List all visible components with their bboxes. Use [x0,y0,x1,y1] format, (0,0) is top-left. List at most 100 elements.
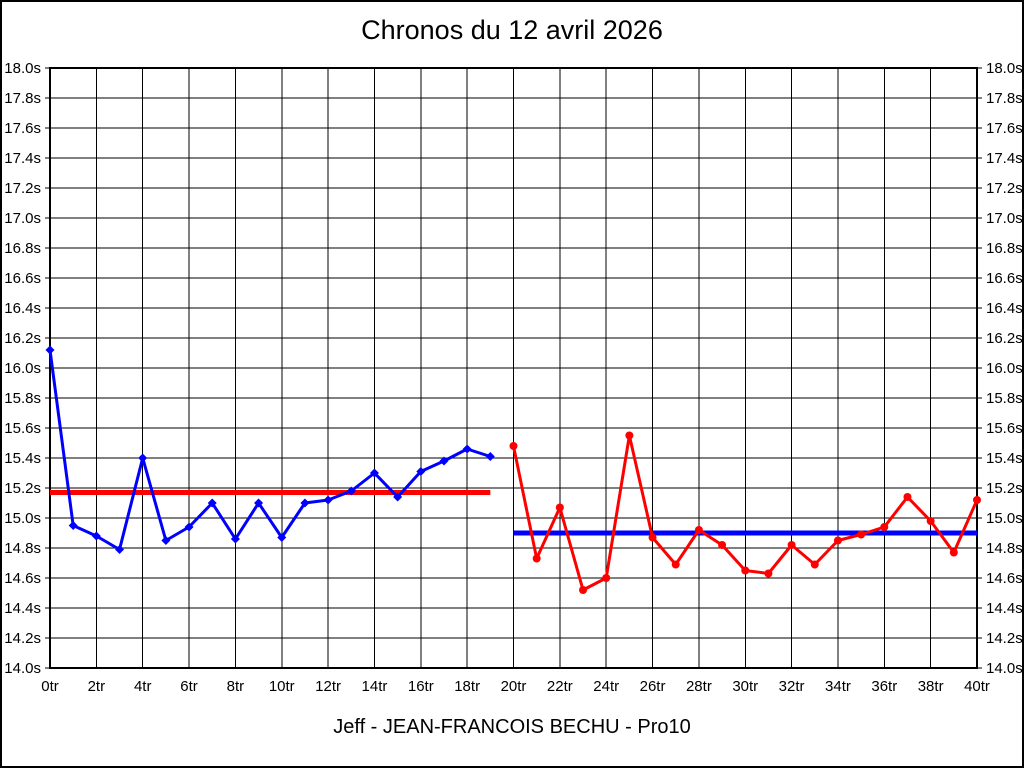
y-tick-label-left: 17.0s [4,210,41,227]
y-tick-label-left: 15.0s [4,510,41,527]
x-tick-label: 32tr [779,678,805,695]
y-tick-label-left: 16.4s [4,300,41,317]
x-tick-label: 26tr [640,678,666,695]
data-point-marker [532,554,541,563]
y-tick-label-right: 15.0s [986,510,1023,527]
data-point-marker [973,496,981,504]
data-point-marker [718,541,727,549]
data-point-marker [323,495,333,505]
y-tick-label-left: 14.2s [4,630,41,647]
data-point-marker [880,523,889,531]
x-tick-label: 18tr [454,678,480,695]
data-point-marker [509,442,518,450]
data-point-marker [207,498,217,508]
chart-footer: Jeff - JEAN-FRANCOIS BECHU - Pro10 [333,716,691,738]
data-point-marker [485,452,495,461]
data-point-marker [416,467,426,476]
x-tick-label: 12tr [315,678,341,695]
y-tick-label-left: 18.0s [4,60,41,77]
x-tick-label: 38tr [918,678,944,695]
y-tick-label-left: 15.8s [4,390,41,407]
y-tick-label-left: 15.2s [4,480,41,497]
y-tick-label-left: 15.4s [4,450,41,467]
chart-title: Chronos du 12 avril 2026 [361,15,663,45]
data-point-marker [949,548,958,557]
y-tick-label-right: 16.0s [986,360,1023,377]
data-point-marker [787,541,796,549]
data-point-marker [230,534,240,544]
data-point-marker [462,444,472,454]
x-tick-label: 2tr [88,678,106,695]
plot-border [49,67,978,669]
y-tick-label-right: 15.6s [986,420,1023,437]
data-point-marker [91,531,101,541]
data-point-marker [393,492,403,502]
data-point-marker [277,533,287,542]
x-tick-label: 34tr [825,678,851,695]
y-tick-label-left: 16.0s [4,360,41,377]
data-point-marker [300,498,310,508]
data-point-marker [671,560,680,569]
data-point-marker [741,566,750,575]
data-point-marker [439,456,449,466]
data-point-marker [45,345,55,355]
data-point-marker [579,586,588,594]
data-point-marker [68,521,78,530]
y-tick-label-right: 14.6s [986,570,1023,587]
data-point-marker [833,536,842,545]
data-point-marker [810,560,819,569]
x-tick-label: 20tr [501,678,527,695]
data-point-marker [903,493,912,501]
series-line-chronos-bloc-1 [48,348,492,551]
y-tick-label-right: 17.8s [986,90,1023,107]
x-tick-label: 22tr [547,678,573,695]
y-tick-label-right: 17.6s [986,120,1023,137]
x-tick-label: 28tr [686,678,712,695]
y-tick-label-right: 16.6s [986,270,1023,287]
y-tick-label-right: 14.4s [986,600,1023,617]
x-tick-label: 6tr [180,678,198,695]
y-tick-label-left: 16.8s [4,240,41,257]
data-point-marker [369,468,379,478]
y-tick-label-left: 15.6s [4,420,41,437]
data-point-marker [346,486,356,496]
x-tick-label: 10tr [269,678,295,695]
y-tick-label-right: 16.4s [986,300,1023,317]
y-tick-label-right: 18.0s [986,60,1023,77]
data-point-marker [602,574,611,582]
y-tick-label-left: 14.0s [4,660,41,677]
y-tick-label-right: 14.2s [986,630,1023,647]
data-point-marker [184,522,194,532]
data-point-marker [694,526,703,534]
data-point-marker [138,453,148,463]
y-tick-label-left: 14.4s [4,600,41,617]
x-tick-label: 8tr [227,678,245,695]
x-tick-label: 14tr [362,678,388,695]
y-tick-label-right: 14.0s [986,660,1023,677]
data-point-marker [115,545,125,554]
x-tick-label: 36tr [871,678,897,695]
y-tick-label-left: 14.6s [4,570,41,587]
data-point-marker [648,533,657,542]
data-point-marker [161,536,171,545]
x-tick-label: 30tr [732,678,758,695]
y-tick-label-right: 17.4s [986,150,1023,167]
data-point-marker [625,431,634,440]
y-tick-label-right: 17.0s [986,210,1023,227]
data-point-marker [926,517,935,525]
x-tick-label: 24tr [593,678,619,695]
y-tick-label-right: 17.2s [986,180,1023,197]
y-tick-label-right: 16.8s [986,240,1023,257]
y-tick-label-right: 15.8s [986,390,1023,407]
x-tick-label: 4tr [134,678,152,695]
data-point-marker [555,503,564,512]
y-tick-label-left: 17.4s [4,150,41,167]
y-tick-label-left: 14.8s [4,540,41,557]
y-tick-label-right: 15.4s [986,450,1023,467]
x-tick-label: 0tr [41,678,59,695]
y-tick-label-left: 17.6s [4,120,41,137]
y-tick-label-left: 16.2s [4,330,41,347]
data-point-marker [254,498,264,508]
